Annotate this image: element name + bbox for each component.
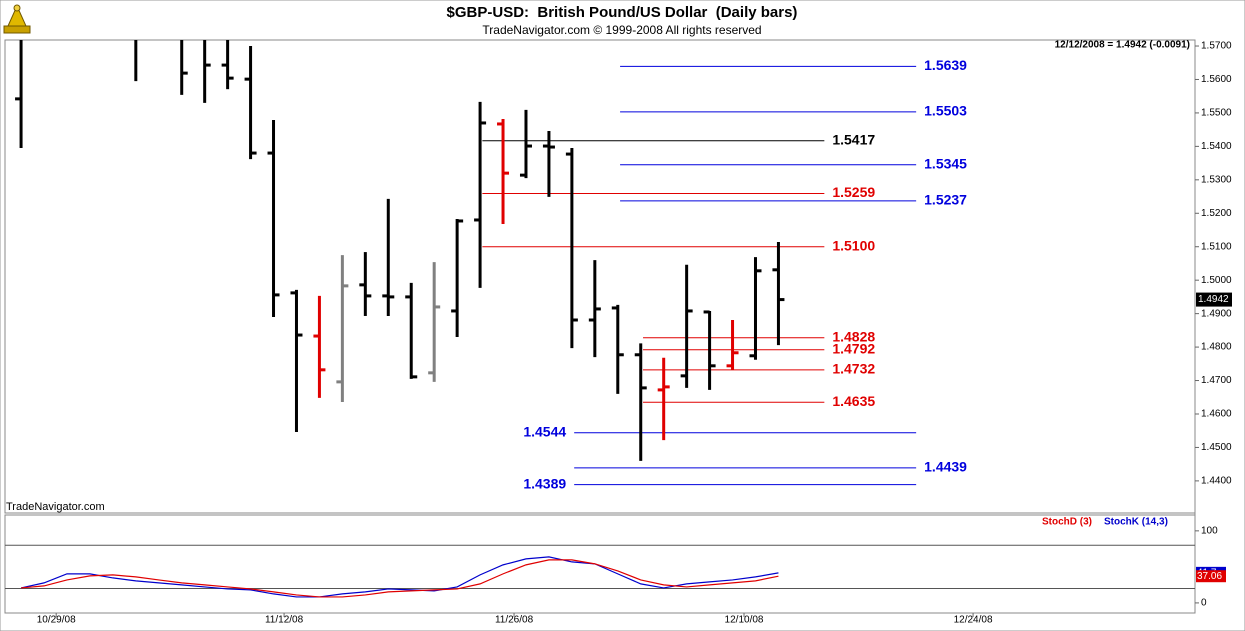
stoch-line [21, 559, 779, 598]
level-label: 1.4828 [832, 328, 875, 344]
y-tick-label: 1.4600 [1201, 409, 1232, 420]
level-label: 1.4439 [924, 459, 967, 475]
info-label: 12/12/2008 = 1.4942 (-0.0091) [1055, 40, 1190, 51]
y-tick-label: 1.5200 [1201, 208, 1232, 219]
level-label: 1.4635 [832, 393, 875, 409]
x-tick-label: 11/26/08 [495, 615, 534, 626]
y-tick-label: 1.5300 [1201, 174, 1232, 185]
y-tick-label: 1.5100 [1201, 241, 1232, 252]
watermark: TradeNavigator.com [6, 501, 105, 513]
level-label: 1.4792 [832, 340, 875, 356]
stoch-line [20, 556, 779, 598]
y-tick-label: 1.5500 [1201, 108, 1232, 119]
y-tick-label: 1.4700 [1201, 375, 1232, 386]
stoch-plot [5, 544, 1195, 598]
legend-entry: StochD (3) [1042, 517, 1092, 528]
y-tick-label: 0 [1201, 598, 1207, 609]
x-tick-label: 10/29/08 [37, 615, 76, 626]
y-tick-label: 1.5000 [1201, 275, 1232, 286]
x-tick-label: 11/12/08 [265, 615, 304, 626]
level-label: 1.5417 [832, 131, 875, 147]
y-tick-label: 1.4400 [1201, 476, 1232, 487]
level-label: 1.4389 [523, 475, 566, 491]
level-label: 1.5237 [924, 192, 967, 208]
x-tick-label: 12/10/08 [725, 615, 764, 626]
last-value-label: 37.06 [1197, 571, 1222, 582]
y-tick-label: 1.4500 [1201, 442, 1232, 453]
y-tick-label: 1.5400 [1201, 141, 1232, 152]
legend-entry: StochK (14,3) [1104, 517, 1168, 528]
y-tick-label: 1.5600 [1201, 74, 1232, 85]
main-plot: 1.5639 1.5503 1.5417 1.5345 1.5259 1.5237 1.51… [15, 40, 967, 491]
level-label: 1.5503 [924, 103, 967, 119]
y-tick-label: 1.5700 [1201, 41, 1232, 52]
level-label: 1.5345 [924, 155, 967, 171]
logo [3, 4, 31, 34]
chart-subtitle: TradeNavigator.com © 1999-2008 All right… [482, 23, 761, 37]
level-label: 1.4732 [832, 361, 875, 377]
overlay: 1.4400 1.4500 1.4600 1.4700 1.4800 1.4900 1.50… [37, 41, 1232, 626]
level-label: 1.5639 [924, 57, 967, 73]
y-tick-label: 1.4900 [1201, 308, 1232, 319]
last-value-box [1196, 570, 1226, 583]
level-label: 1.4544 [523, 423, 566, 439]
chart-title: $GBP-USD: British Pound/US Dollar (Daily… [447, 4, 798, 21]
x-tick-label: 12/24/08 [954, 615, 993, 626]
last-price-box [1196, 292, 1232, 307]
y-tick-label: 100 [1201, 525, 1218, 536]
y-tick-label: 1.4800 [1201, 342, 1232, 353]
level-label: 1.5259 [832, 184, 875, 200]
level-label: 1.5100 [832, 237, 875, 253]
last-price-label: 1.4942 [1198, 294, 1229, 305]
